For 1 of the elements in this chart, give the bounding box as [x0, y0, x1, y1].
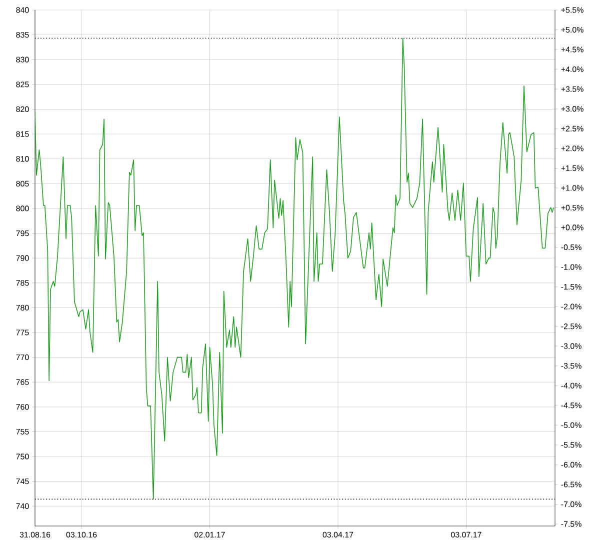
line-series [35, 38, 554, 500]
